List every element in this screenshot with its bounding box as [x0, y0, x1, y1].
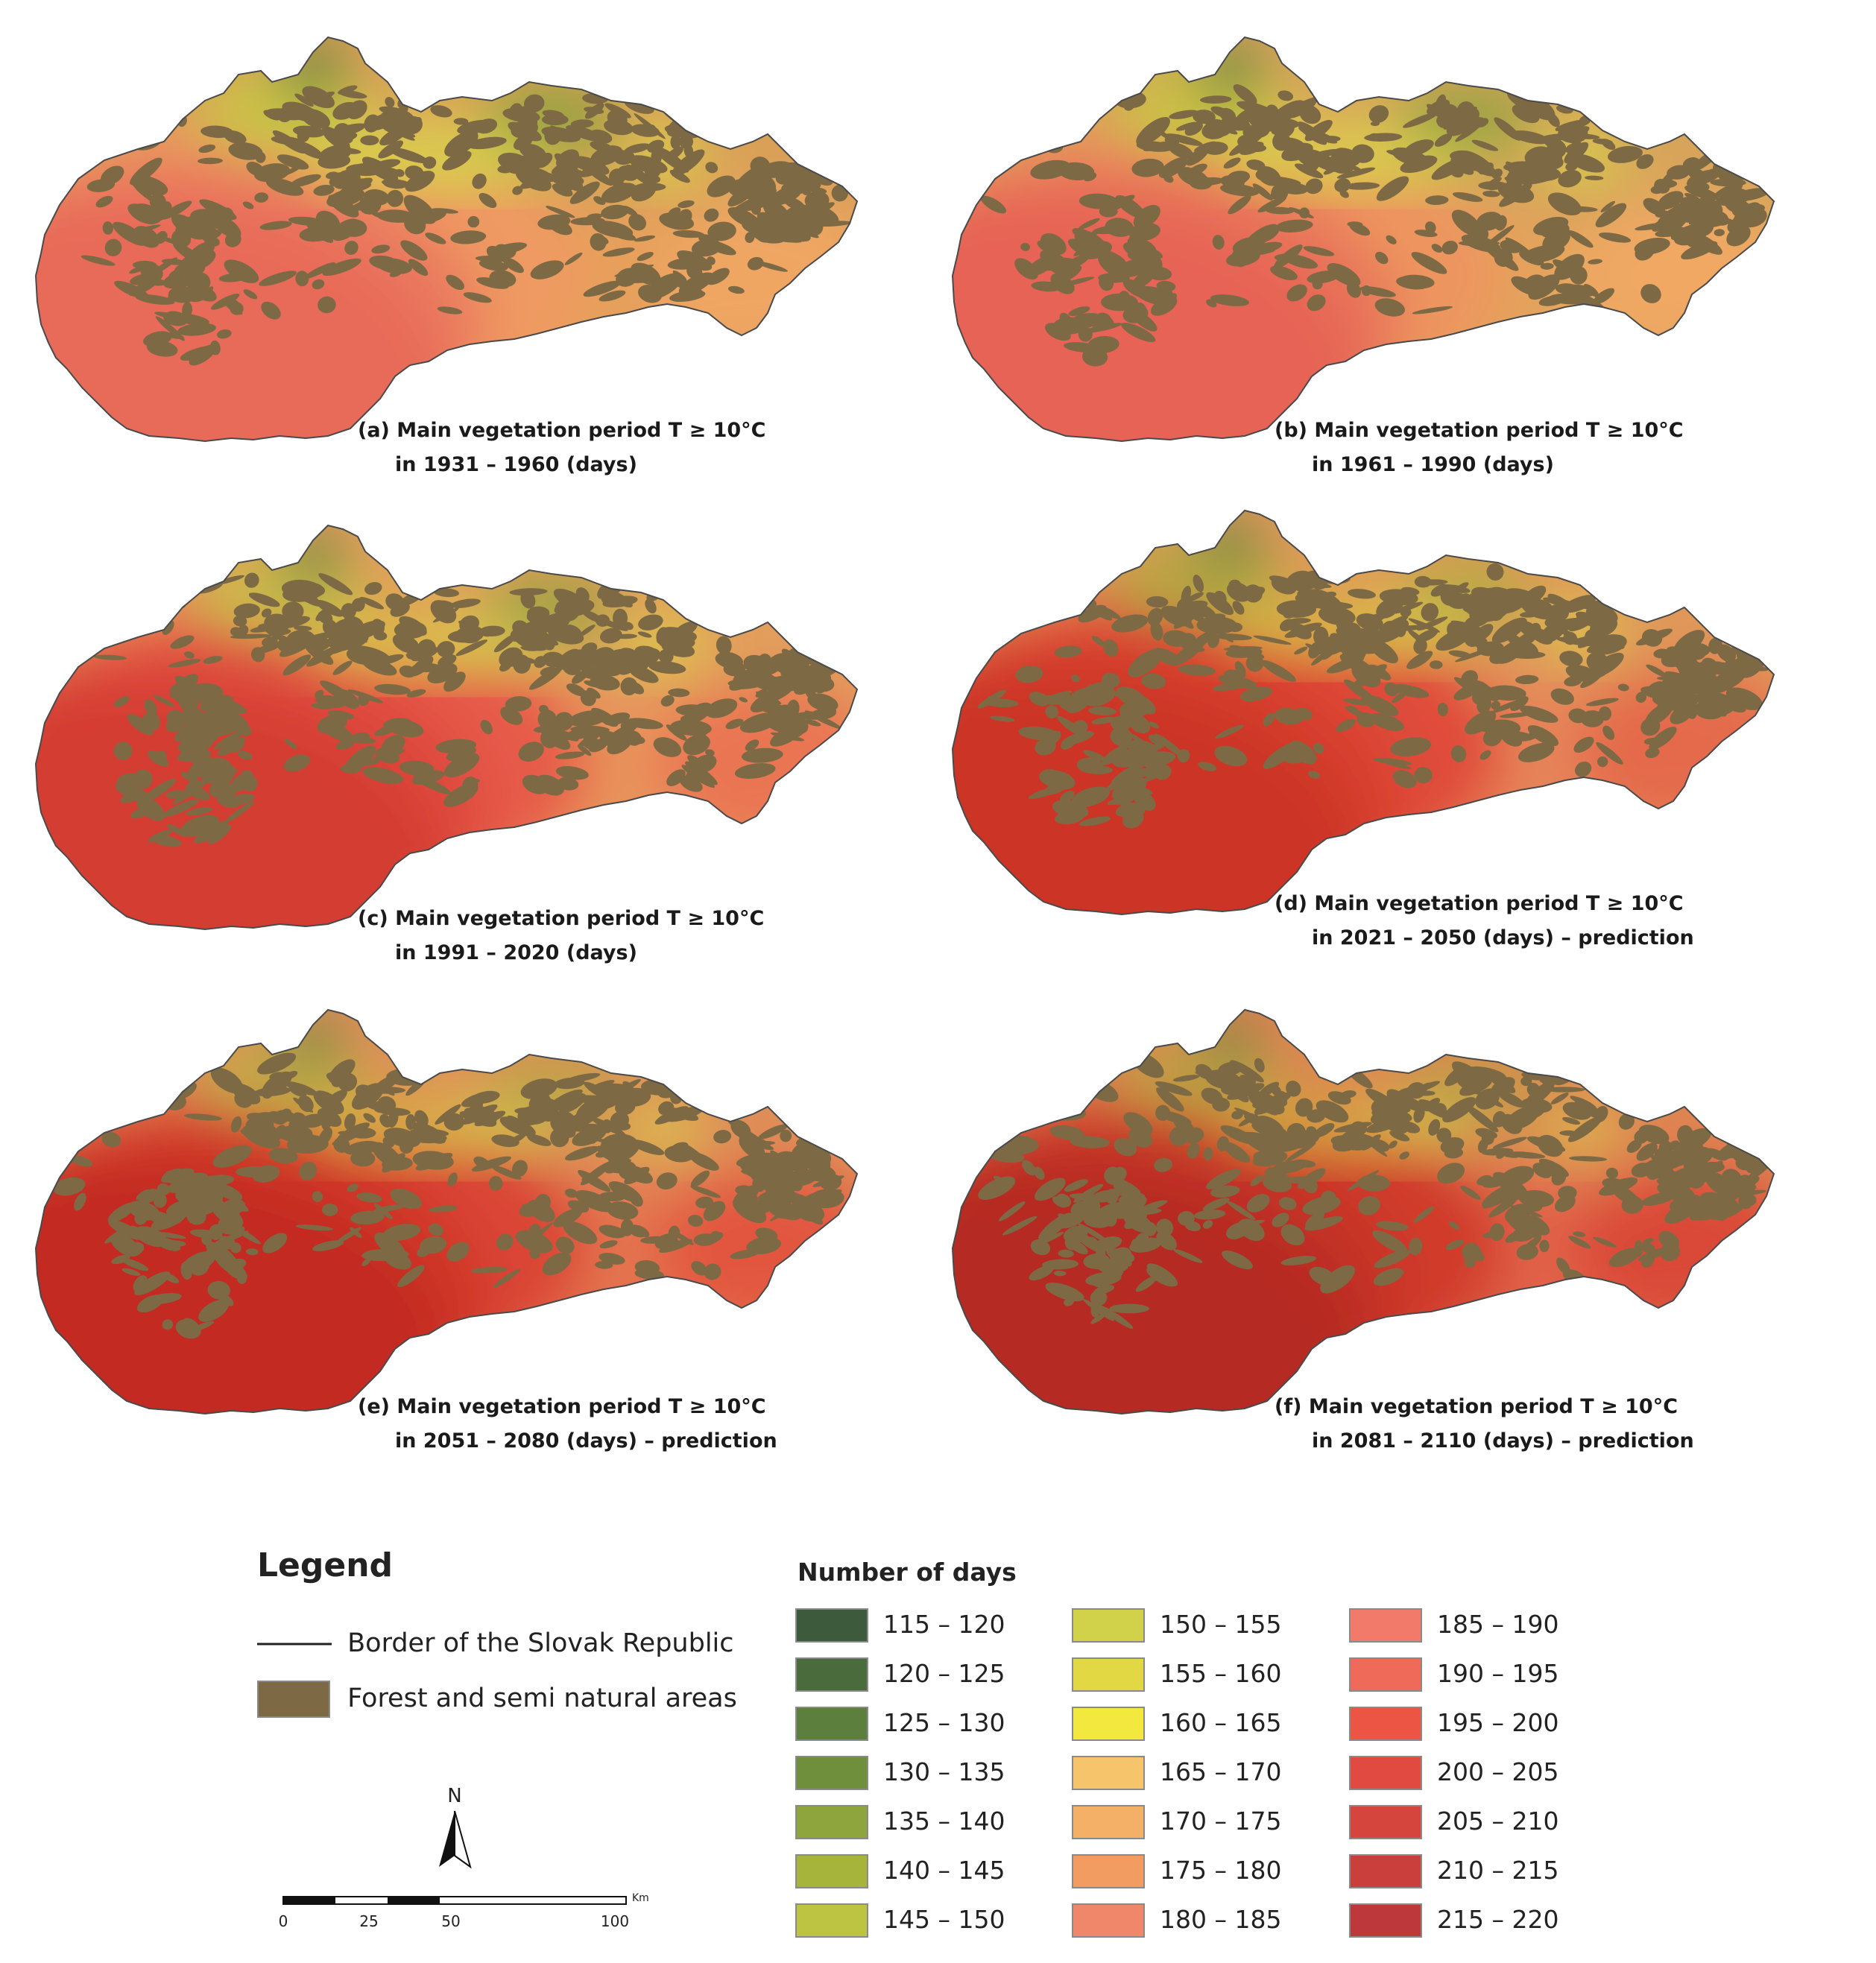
map-panel-a: (a) Main vegetation period T ≥ 10°C in 1…: [15, 30, 932, 514]
class-label: 155 – 160: [1160, 1659, 1282, 1688]
scale-tick-label: 100: [601, 1912, 629, 1930]
class-label: 210 – 215: [1437, 1856, 1559, 1885]
caption-line-2: in 2081 – 2110 (days) – prediction: [1312, 1429, 1694, 1453]
color-swatch: [1349, 1707, 1422, 1741]
color-swatch: [1349, 1854, 1422, 1888]
color-swatch: [1349, 1756, 1422, 1790]
caption-line-2: in 1931 – 1960 (days): [395, 453, 637, 476]
slovakia-map: [951, 1008, 1775, 1415]
caption-line-1: (d) Main vegetation period T ≥ 10°C: [1275, 892, 1684, 915]
class-label: 175 – 180: [1160, 1856, 1282, 1885]
class-label: 205 – 210: [1437, 1806, 1559, 1836]
color-swatch: [1072, 1707, 1145, 1741]
scale-unit: Km: [632, 1892, 649, 1904]
class-label: 115 – 120: [883, 1610, 1005, 1639]
caption-line-2: in 2021 – 2050 (days) – prediction: [1312, 926, 1694, 949]
color-swatch: [1349, 1608, 1422, 1643]
caption-line-2: in 2051 – 2080 (days) – prediction: [395, 1429, 777, 1453]
north-label: N: [447, 1785, 461, 1807]
slovakia-map: [34, 1008, 859, 1415]
class-label: 145 – 150: [883, 1905, 1005, 1934]
color-swatch: [1072, 1756, 1145, 1790]
color-swatch: [795, 1608, 868, 1643]
caption-line-1: (f) Main vegetation period T ≥ 10°C: [1275, 1395, 1678, 1418]
color-swatch: [1072, 1854, 1145, 1888]
class-label: 160 – 165: [1160, 1708, 1282, 1737]
forest-swatch: [257, 1681, 330, 1718]
class-label: 135 – 140: [883, 1806, 1005, 1836]
color-swatch: [795, 1707, 868, 1741]
caption-line-1: (a) Main vegetation period T ≥ 10°C: [358, 419, 766, 442]
slovakia-map: [951, 36, 1775, 443]
legend-border-row: Border of the Slovak Republic: [257, 1628, 734, 1658]
scale-tick-label: 50: [441, 1912, 460, 1930]
map-panel-d: (d) Main vegetation period T ≥ 10°C in 2…: [932, 503, 1848, 987]
map-caption: (c) Main vegetation period T ≥ 10°C in 1…: [358, 902, 764, 970]
scale-bar: Km 0 25 50 100: [279, 1892, 649, 1930]
color-swatch: [795, 1903, 868, 1938]
days-legend-title: Number of days: [798, 1558, 1017, 1587]
color-swatch: [795, 1805, 868, 1839]
class-label: 200 – 205: [1437, 1757, 1559, 1786]
class-label: 125 – 130: [883, 1708, 1005, 1737]
map-panel-c: (c) Main vegetation period T ≥ 10°C in 1…: [15, 518, 932, 1002]
caption-line-2: in 1961 – 1990 (days): [1312, 453, 1554, 476]
legend-forest-label: Forest and semi natural areas: [347, 1684, 737, 1713]
caption-line-1: (e) Main vegetation period T ≥ 10°C: [358, 1395, 766, 1418]
color-swatch: [1349, 1805, 1422, 1839]
slovakia-map: [34, 524, 859, 931]
class-label: 130 – 135: [883, 1757, 1005, 1786]
color-swatch: [795, 1657, 868, 1692]
caption-line-2: in 1991 – 2020 (days): [395, 941, 637, 964]
class-label: 170 – 175: [1160, 1806, 1282, 1836]
slovakia-map: [34, 36, 859, 443]
map-caption: (e) Main vegetation period T ≥ 10°C in 2…: [358, 1390, 777, 1458]
legend-forest-row: Forest and semi natural areas: [257, 1681, 737, 1718]
class-label: 150 – 155: [1160, 1610, 1282, 1639]
border-line-icon: [257, 1643, 332, 1646]
map-caption: (a) Main vegetation period T ≥ 10°C in 1…: [358, 414, 766, 482]
class-label: 180 – 185: [1160, 1905, 1282, 1934]
color-swatch: [1072, 1805, 1145, 1839]
scale-tick-label: 0: [279, 1912, 288, 1930]
map-panel-b: (b) Main vegetation period T ≥ 10°C in 1…: [932, 30, 1848, 514]
caption-line-1: (b) Main vegetation period T ≥ 10°C: [1275, 419, 1684, 442]
class-label: 195 – 200: [1437, 1708, 1559, 1737]
class-label: 165 – 170: [1160, 1757, 1282, 1786]
slovakia-map: [951, 509, 1775, 916]
scale-tick-label: 25: [359, 1912, 378, 1930]
color-swatch: [795, 1756, 868, 1790]
color-swatch: [1072, 1657, 1145, 1692]
class-label: 120 – 125: [883, 1659, 1005, 1688]
color-swatch: [1072, 1608, 1145, 1643]
caption-line-1: (c) Main vegetation period T ≥ 10°C: [358, 907, 765, 930]
color-swatch: [1349, 1657, 1422, 1692]
map-caption: (b) Main vegetation period T ≥ 10°C in 1…: [1275, 414, 1684, 482]
map-caption: (d) Main vegetation period T ≥ 10°C in 2…: [1275, 887, 1694, 955]
class-label: 190 – 195: [1437, 1659, 1559, 1688]
class-label: 215 – 220: [1437, 1905, 1559, 1934]
north-arrow-icon: N: [439, 1785, 472, 1869]
map-panel-f: (f) Main vegetation period T ≥ 10°C in 2…: [932, 1002, 1848, 1487]
color-swatch: [1349, 1903, 1422, 1938]
legend-border-label: Border of the Slovak Republic: [347, 1628, 734, 1658]
legend-title: Legend: [257, 1546, 394, 1584]
map-panel-e: (e) Main vegetation period T ≥ 10°C in 2…: [15, 1002, 932, 1487]
color-swatch: [795, 1854, 868, 1888]
class-label: 140 – 145: [883, 1856, 1005, 1885]
map-caption: (f) Main vegetation period T ≥ 10°C in 2…: [1275, 1390, 1694, 1458]
class-label: 185 – 190: [1437, 1610, 1559, 1639]
color-swatch: [1072, 1903, 1145, 1938]
